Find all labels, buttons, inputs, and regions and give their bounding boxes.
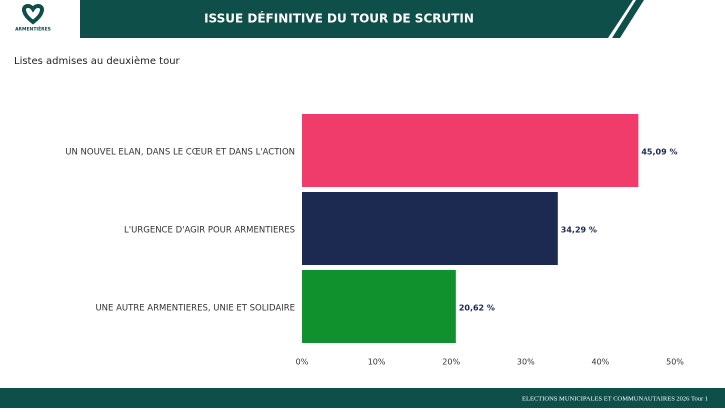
- category-label: UN NOUVEL ELAN, DANS LE CŒUR ET DANS L'A…: [65, 148, 295, 158]
- value-label: 45,09 %: [641, 148, 677, 157]
- x-tick-label: 10%: [368, 358, 386, 367]
- x-tick-label: 30%: [517, 358, 535, 367]
- header-stripe: [612, 0, 644, 38]
- header-band: [80, 0, 633, 38]
- header-title: ISSUE DÉFINITIVE DU TOUR DE SCRUTIN: [204, 11, 474, 26]
- bar: [302, 192, 558, 265]
- category-label: L'URGENCE D'AGIR POUR ARMENTIERES: [124, 226, 295, 236]
- chart-title: Listes admises au deuxième tour: [14, 55, 181, 67]
- x-tick-label: 0%: [296, 358, 309, 367]
- logo-text: ARMENTIÈRES: [15, 25, 51, 33]
- x-tick-label: 40%: [592, 358, 610, 367]
- footer-text: ELECTIONS MUNICIPALES ET COMMUNAUTAIRES …: [522, 395, 708, 402]
- category-label: UNE AUTRE ARMENTIERES, UNIE ET SOLIDAIRE: [95, 304, 295, 314]
- logo-heart: [22, 3, 44, 25]
- bar: [302, 114, 639, 187]
- x-tick-label: 50%: [666, 358, 684, 367]
- bar: [302, 270, 456, 343]
- footer-band: [0, 388, 725, 408]
- value-label: 20,62 %: [459, 304, 495, 313]
- x-tick-label: 20%: [442, 358, 460, 367]
- value-label: 34,29 %: [561, 226, 597, 235]
